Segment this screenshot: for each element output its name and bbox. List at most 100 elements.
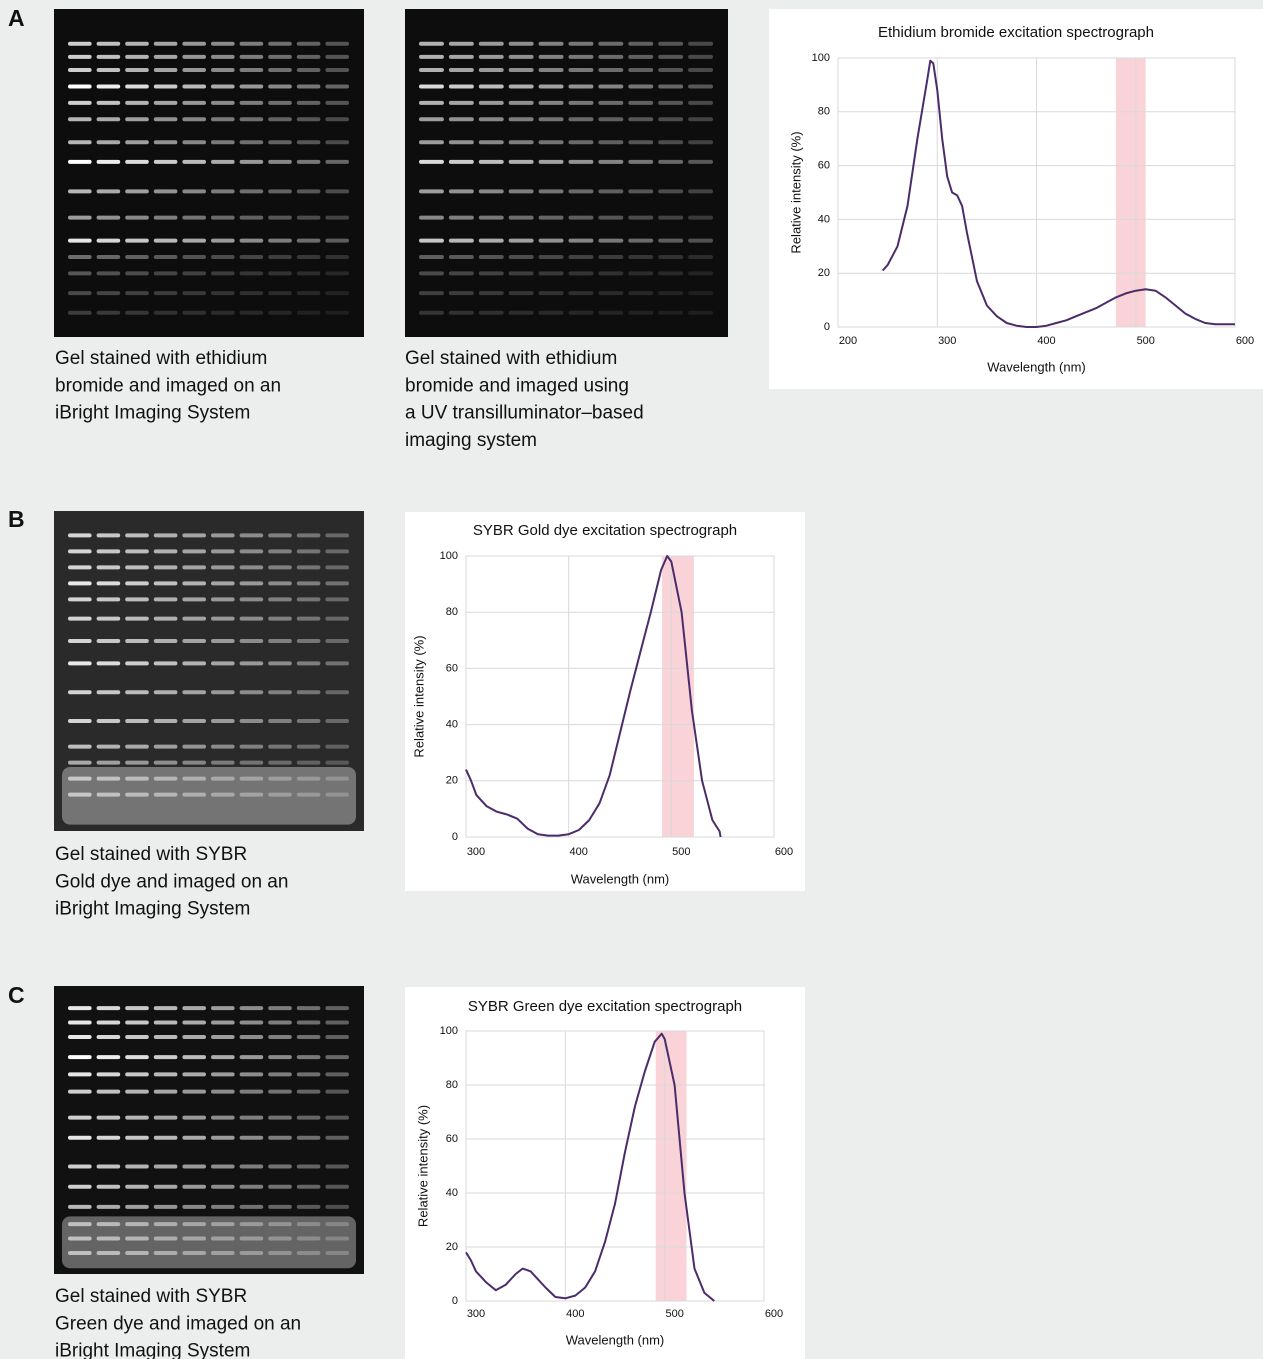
caption-line: iBright Imaging System [55, 899, 250, 920]
gel-band [568, 255, 594, 259]
gel-band [296, 1164, 321, 1169]
gel-band [239, 310, 264, 315]
gel-band [568, 84, 594, 89]
gel-band [239, 41, 264, 46]
gel-band [568, 291, 594, 296]
gel-band [478, 100, 504, 105]
gel-band [125, 100, 149, 105]
gel-band [182, 100, 206, 105]
gel-band [628, 238, 654, 243]
gel-band [239, 565, 264, 570]
gel-band [508, 271, 534, 276]
gel-band [125, 744, 149, 749]
gel-band [325, 1184, 349, 1189]
gel-band [419, 100, 444, 105]
gel-band [538, 159, 564, 164]
gel-band [182, 310, 206, 315]
gel-band [239, 68, 264, 73]
gel-band [508, 238, 534, 243]
gel-band [211, 68, 235, 73]
gel-band [153, 1006, 178, 1011]
gel-band [268, 1204, 292, 1209]
gel-band [96, 238, 121, 243]
gel-band [182, 159, 206, 164]
gel-band [211, 616, 235, 621]
gel-band [125, 616, 149, 621]
gel-band [239, 1072, 264, 1077]
gel-band [598, 310, 624, 315]
y-tick-label: 20 [446, 775, 458, 787]
gel-band [325, 616, 349, 621]
gel-band [153, 1250, 178, 1255]
gel-band [182, 1250, 206, 1255]
gel-band [325, 690, 349, 695]
gel-band [419, 271, 444, 276]
gel-band [325, 117, 349, 122]
gel-band [125, 310, 149, 315]
gel-band [268, 639, 292, 643]
gel-band [96, 661, 121, 666]
gel-band [211, 1072, 235, 1077]
gel-band [68, 271, 92, 276]
caption-line: Gel stained with SYBR [55, 1286, 247, 1307]
gel-band [268, 1020, 292, 1025]
gel-band [538, 84, 564, 89]
gel-band [508, 54, 534, 59]
gel-band [325, 255, 349, 259]
y-tick-label: 0 [452, 1295, 458, 1307]
gel-band [96, 616, 121, 621]
x-axis-label: Wavelength (nm) [571, 871, 670, 886]
gel-band [239, 1115, 264, 1120]
gel-band [182, 68, 206, 73]
gel-band [508, 41, 534, 46]
gel-band [239, 117, 264, 122]
gel-band [296, 1236, 321, 1241]
gel-band [153, 189, 178, 194]
gel-band [125, 792, 149, 797]
gel-band [658, 238, 684, 243]
gel-band [182, 1089, 206, 1094]
gel-band [296, 238, 321, 243]
gel-band [68, 744, 92, 749]
gel-band [448, 100, 474, 105]
gel-band [296, 549, 321, 554]
gel-band [268, 533, 292, 538]
gel-band [68, 792, 92, 797]
gel-band [68, 597, 92, 602]
gel-band [211, 581, 235, 586]
gel-band [658, 189, 684, 194]
gel-band [419, 117, 444, 122]
gel-band [96, 565, 121, 570]
gel-band [153, 1184, 178, 1189]
y-tick-label: 0 [452, 831, 458, 843]
gel-band [419, 215, 444, 220]
gel-band [688, 84, 713, 89]
gel-band [125, 565, 149, 570]
highlight-band [1115, 58, 1146, 327]
gel-band [268, 1184, 292, 1189]
chart-title: SYBR Green dye excitation spectrograph [468, 998, 742, 1015]
gel-band [268, 1115, 292, 1120]
gel-band [68, 690, 92, 695]
gel-band [211, 1020, 235, 1025]
gel-band [268, 1250, 292, 1255]
gel-band [239, 661, 264, 666]
gel-band [153, 1135, 178, 1140]
gel-band [239, 616, 264, 621]
gel-band [68, 117, 92, 122]
gel-band [325, 1135, 349, 1140]
gel-band [296, 533, 321, 538]
gel-band [478, 54, 504, 59]
gel-band [325, 581, 349, 586]
gel-band [688, 310, 713, 315]
gel-band [125, 639, 149, 643]
gel-band [628, 84, 654, 89]
gel-band [153, 719, 178, 723]
gel-band [296, 792, 321, 797]
gel-band [268, 1089, 292, 1094]
gel-band [96, 41, 121, 46]
gel-band [96, 1115, 121, 1120]
gel-band [182, 1072, 206, 1077]
